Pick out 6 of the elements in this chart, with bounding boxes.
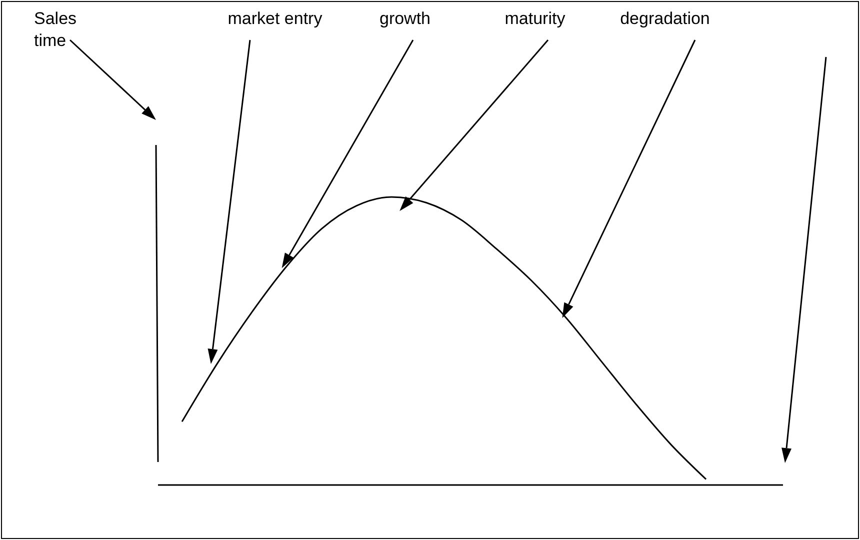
text: maturity: [504, 9, 566, 28]
text: market entry: [228, 9, 323, 28]
text: time: [34, 31, 66, 50]
text: degradation: [620, 9, 710, 28]
text: growth: [379, 9, 431, 28]
text: Sales: [34, 9, 77, 28]
